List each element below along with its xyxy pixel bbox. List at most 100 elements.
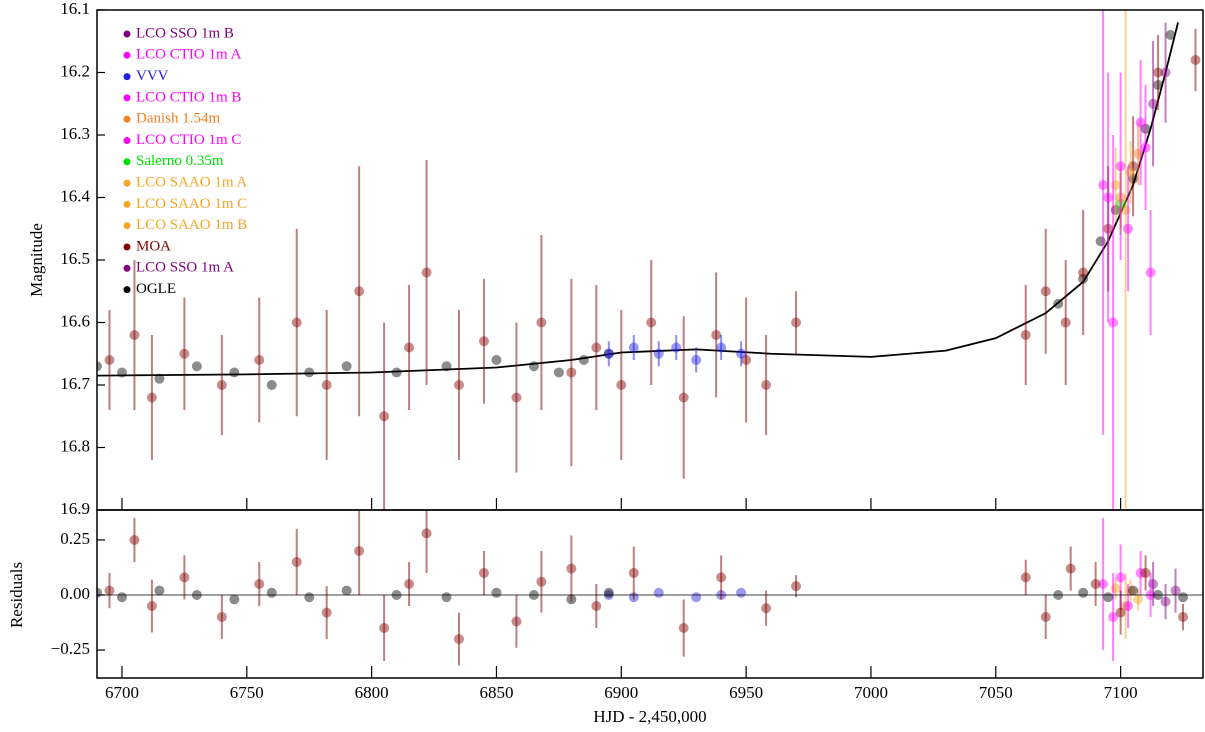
legend-marker	[123, 158, 131, 166]
legend-marker	[123, 115, 131, 123]
data-point	[553, 367, 564, 378]
main-plot	[97, 10, 1201, 510]
data-point	[1078, 267, 1089, 278]
data-point	[1165, 30, 1176, 40]
data-point	[511, 616, 522, 627]
data-point	[1140, 567, 1151, 578]
data-point	[441, 361, 452, 372]
legend-marker	[123, 73, 131, 81]
legend-label: Danish 1.54m	[136, 111, 220, 127]
data-point	[116, 592, 127, 603]
data-point	[711, 330, 722, 340]
data-point	[104, 355, 115, 365]
data-point	[761, 603, 772, 614]
data-point	[603, 587, 614, 598]
data-point	[1040, 286, 1051, 297]
residual-plot	[97, 510, 1203, 666]
data-point	[454, 634, 465, 645]
data-point	[716, 342, 727, 353]
x-tick-label: 6900	[604, 683, 638, 702]
data-point	[1065, 563, 1076, 574]
data-point	[1153, 67, 1164, 78]
data-point	[1133, 148, 1144, 159]
data-point	[421, 528, 432, 539]
data-point	[646, 317, 657, 328]
data-point	[791, 317, 802, 328]
data-point	[591, 342, 602, 353]
data-point	[678, 623, 689, 634]
legend-label: MOA	[136, 238, 171, 254]
x-tick-label: 7000	[854, 683, 888, 702]
data-point	[1103, 592, 1114, 603]
data-point	[566, 367, 577, 378]
data-point	[1128, 585, 1139, 596]
data-point	[1115, 161, 1126, 172]
data-point	[691, 355, 702, 365]
data-point	[761, 380, 772, 390]
data-point	[741, 355, 752, 365]
data-point	[653, 348, 664, 359]
legend-label: LCO CTIO 1m A	[136, 47, 242, 63]
data-point	[591, 601, 602, 611]
data-point	[254, 578, 265, 589]
x-tick-label: 7050	[979, 683, 1013, 702]
data-point	[736, 587, 747, 598]
data-point	[536, 576, 547, 587]
data-point	[511, 392, 522, 403]
data-point	[678, 392, 689, 403]
data-point	[1148, 578, 1159, 589]
legend-marker	[123, 200, 131, 208]
legend-label: LCO SAAO 1m C	[136, 196, 247, 212]
data-point	[1108, 317, 1119, 328]
data-point	[736, 348, 747, 359]
data-point	[146, 392, 157, 403]
data-point	[216, 380, 227, 390]
data-point	[716, 572, 727, 583]
x-tick-label: 6950	[729, 683, 763, 702]
data-point	[391, 367, 402, 378]
data-point	[1108, 612, 1119, 623]
data-point	[354, 286, 365, 297]
data-point	[791, 581, 802, 592]
data-point	[491, 355, 502, 365]
y-tick-label: 0.25	[60, 529, 90, 548]
data-point	[1123, 223, 1134, 234]
data-point	[1110, 583, 1121, 594]
data-point	[216, 612, 227, 623]
data-point	[254, 355, 265, 365]
data-point	[1160, 67, 1171, 78]
data-point	[628, 342, 639, 353]
y-tick-label: 16.4	[60, 186, 90, 205]
data-point	[146, 601, 157, 611]
legend-marker	[123, 179, 131, 187]
data-point	[179, 348, 190, 359]
data-point	[691, 592, 702, 603]
data-point	[1140, 142, 1151, 153]
x-tick-label: 6850	[479, 683, 513, 702]
data-point	[454, 380, 465, 390]
data-point	[229, 594, 240, 605]
data-point	[129, 330, 140, 340]
data-point	[1123, 601, 1134, 611]
data-point	[379, 411, 390, 422]
data-point	[1190, 55, 1201, 65]
data-point	[653, 587, 664, 598]
data-point	[1178, 592, 1189, 603]
data-point	[97, 361, 102, 372]
data-point	[478, 336, 489, 347]
data-point	[304, 592, 315, 603]
data-point	[304, 367, 315, 378]
data-point	[266, 587, 277, 598]
data-point	[321, 380, 332, 390]
data-point	[341, 585, 352, 596]
data-point	[1178, 612, 1189, 623]
data-point	[478, 567, 489, 578]
legend-marker	[123, 137, 131, 144]
data-point	[104, 585, 115, 596]
legend-label: LCO CTIO 1m C	[136, 132, 241, 148]
legend-marker	[123, 30, 131, 38]
x-tick-label: 7100	[1104, 683, 1138, 702]
legend-label: VVV	[136, 68, 169, 84]
legend-marker	[123, 264, 131, 272]
model-line	[97, 22, 1179, 377]
